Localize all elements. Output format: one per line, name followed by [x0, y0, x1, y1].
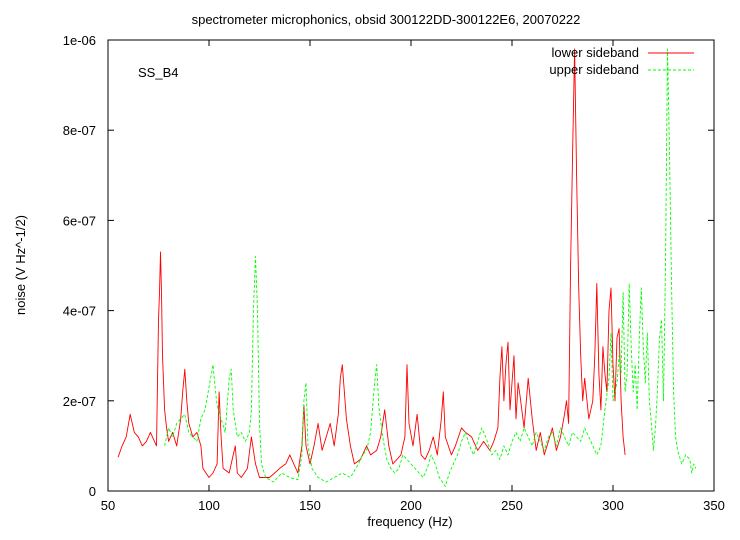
series-layer: [117, 48, 697, 487]
series-line-lower-sideband: [117, 48, 626, 478]
y-tick-label: 6e-07: [63, 213, 96, 228]
x-axis-label: frequency (Hz): [367, 514, 452, 529]
x-tick-label: 250: [501, 498, 523, 513]
chart-title: spectrometer microphonics, obsid 300122D…: [192, 12, 581, 27]
y-tick-label: 2e-07: [63, 394, 96, 409]
x-tick-label: 150: [299, 498, 321, 513]
legend: lower sideband upper sideband: [549, 45, 694, 77]
axis-ticks: 50 100 150 200 250 300 350 0 2e-07 4e-07 6e-07 8e-0…: [63, 33, 725, 513]
annotation-label: SS_B4: [138, 65, 178, 80]
y-tick-label: 1e-06: [63, 33, 96, 48]
x-tick-label: 50: [101, 498, 115, 513]
x-tick-label: 200: [400, 498, 422, 513]
series-line-upper-sideband: [164, 48, 697, 487]
legend-label: lower sideband: [552, 45, 639, 60]
y-tick-label: 8e-07: [63, 123, 96, 138]
legend-label: upper sideband: [549, 62, 639, 77]
y-tick-label: 0: [89, 484, 96, 499]
x-tick-label: 350: [703, 498, 725, 513]
y-axis-label: noise (V Hz^-1/2): [13, 215, 28, 315]
x-tick-label: 100: [198, 498, 220, 513]
x-tick-label: 300: [602, 498, 624, 513]
plot-frame: [107, 39, 715, 492]
y-tick-label: 4e-07: [63, 304, 96, 319]
